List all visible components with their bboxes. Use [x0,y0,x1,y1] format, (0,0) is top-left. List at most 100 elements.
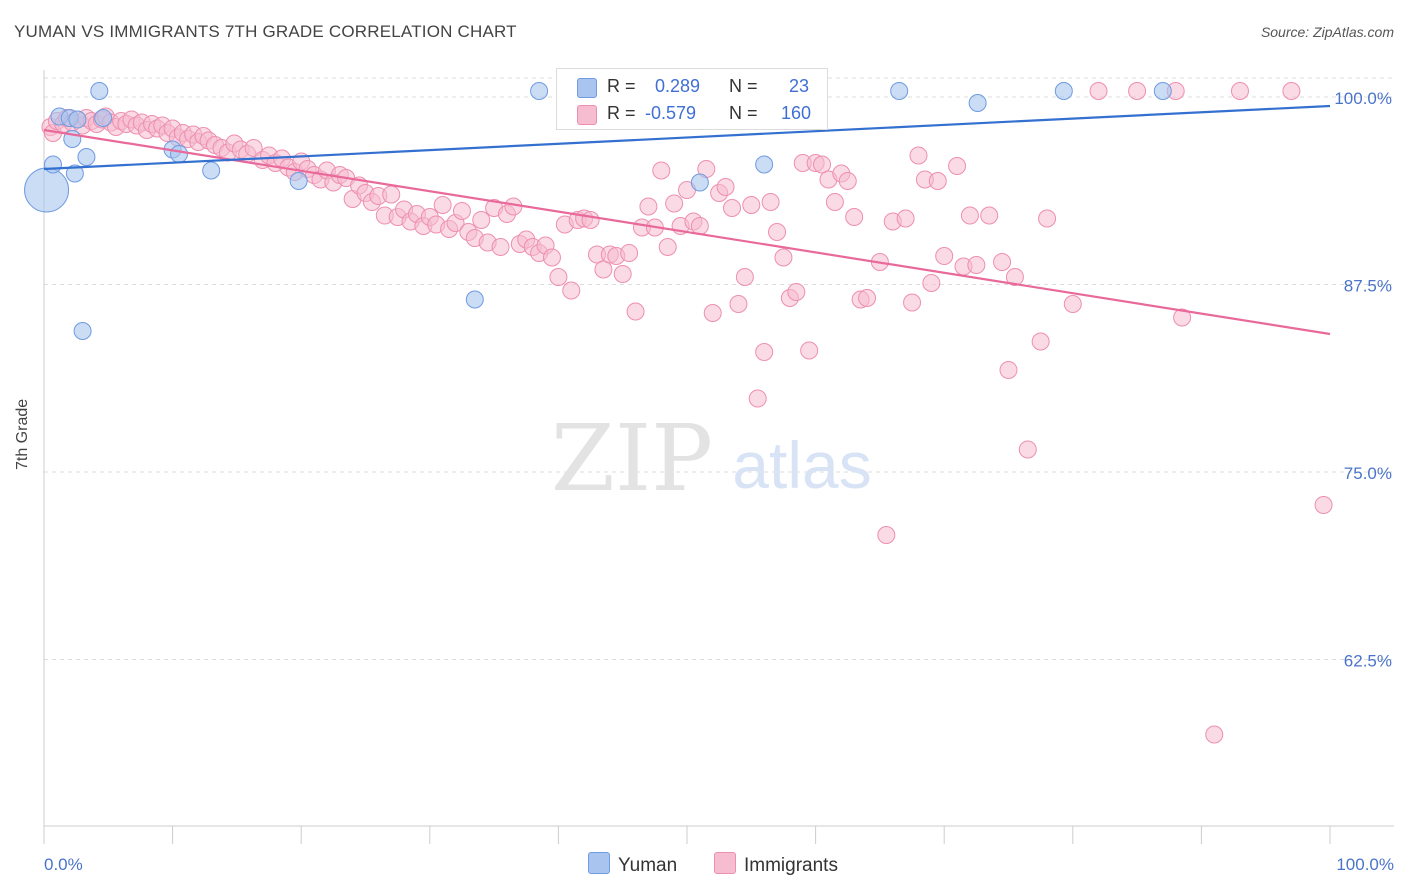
immigrants-point [1038,209,1057,228]
immigrants-point [787,283,806,301]
immigrants-point [594,260,613,279]
yuman-point [890,82,909,100]
source-note: Source: ZipAtlas.com [1260,24,1394,40]
yuman-point [289,172,308,190]
immigrants-point [748,389,767,408]
immigrants-point [948,157,967,175]
immigrants-point [491,238,510,256]
immigrants-point [845,208,864,226]
immigrants-point [825,193,844,211]
trend-lines [43,104,1331,336]
yuman-point [530,82,549,100]
immigrants-point [433,196,452,214]
immigrants-point [1173,308,1192,327]
immigrants-point [1230,82,1249,100]
immigrants-point [703,304,722,322]
immigrants-trend-line [43,128,1331,336]
yuman-point [1054,82,1073,100]
watermark-atlas: atlas [732,428,871,502]
immigrants-point [922,274,941,292]
immigrants-point [877,526,896,544]
chart-title: YUMAN VS IMMIGRANTS 7TH GRADE CORRELATIO… [14,22,517,41]
bottom-legend-immigrants: Immigrants [714,852,838,877]
immigrants-point [761,193,780,211]
immigrants-point [1205,725,1224,744]
immigrants-point [620,244,639,262]
n-label: N = [729,76,758,96]
immigrants-point [652,161,671,180]
r-label: R = [607,103,636,123]
immigrants-point [665,194,684,213]
immigrants-swatch [577,105,597,125]
immigrants-point [909,146,928,165]
yuman-point [24,167,70,213]
immigrants-point [472,211,491,229]
immigrants-point [1031,332,1050,351]
yuman-legend-label: Yuman [618,855,678,876]
immigrants-point [626,302,645,321]
n-value-immigrants: 160 [781,103,812,123]
n-value-yuman: 23 [789,76,810,96]
yuman-point [170,145,189,163]
yuman-swatch [588,852,610,874]
immigrants-swatch [714,852,736,874]
yuman-point [94,109,113,127]
immigrants-point [244,139,263,157]
yuman-point [77,148,96,166]
immigrants-point [1128,82,1147,100]
watermark-zip: ZIP [551,405,713,512]
yuman-point [202,161,221,180]
watermark: ZIP atlas [551,405,872,512]
stats-legend: R = 0.289 N = 23 R = -0.579 N = 160 [556,68,828,130]
immigrants-point [928,172,947,190]
immigrants-point [1314,496,1333,514]
immigrants-point [960,206,979,225]
immigrants-point [613,265,632,283]
yuman-point [44,155,63,174]
y-tick-label: 100.0% [1334,89,1392,108]
immigrants-point [742,196,761,214]
immigrants-point [896,209,915,228]
immigrants-point [967,256,986,274]
immigrants-point [1089,82,1108,100]
yuman-point [1153,82,1172,100]
tick-labels: 100.0% 87.5% 75.0% 62.5% 0.0% 100.0% [44,89,1394,874]
immigrants-point [716,178,735,196]
immigrants-point [690,217,709,235]
immigrants-point [542,248,561,267]
immigrants-point [562,281,581,300]
yuman-point [690,173,709,192]
immigrants-point [382,185,401,204]
immigrants-legend-label: Immigrants [744,855,838,876]
immigrants-point [581,211,600,229]
immigrants-point [935,247,954,265]
immigrants-point [903,293,922,312]
immigrants-point [755,343,774,361]
yuman-trend-line [43,104,1331,171]
yuman-point [755,155,774,174]
immigrants-point [1005,268,1024,286]
n-label: N = [729,103,758,123]
r-value-immigrants: -0.579 [645,103,697,123]
immigrants-point [658,238,677,256]
immigrants-point [813,155,832,174]
immigrants-point [735,268,754,286]
yuman-point [968,94,987,112]
yuman-point [68,110,87,129]
immigrants-point [723,199,742,217]
r-value-yuman: 0.289 [655,76,701,96]
immigrants-point [1018,440,1037,459]
yuman-swatch [577,78,597,98]
y-tick-label: 75.0% [1344,464,1392,483]
immigrants-point [774,248,793,267]
y-tick-label: 62.5% [1344,652,1392,671]
yuman-point [465,290,484,309]
immigrants-point [729,295,748,313]
x-tick-label: 100.0% [1336,855,1394,874]
yuman-point [73,322,92,340]
immigrants-point [768,223,787,241]
immigrants-point [1282,82,1301,100]
yuman-point [65,164,84,183]
immigrants-point [858,289,877,307]
